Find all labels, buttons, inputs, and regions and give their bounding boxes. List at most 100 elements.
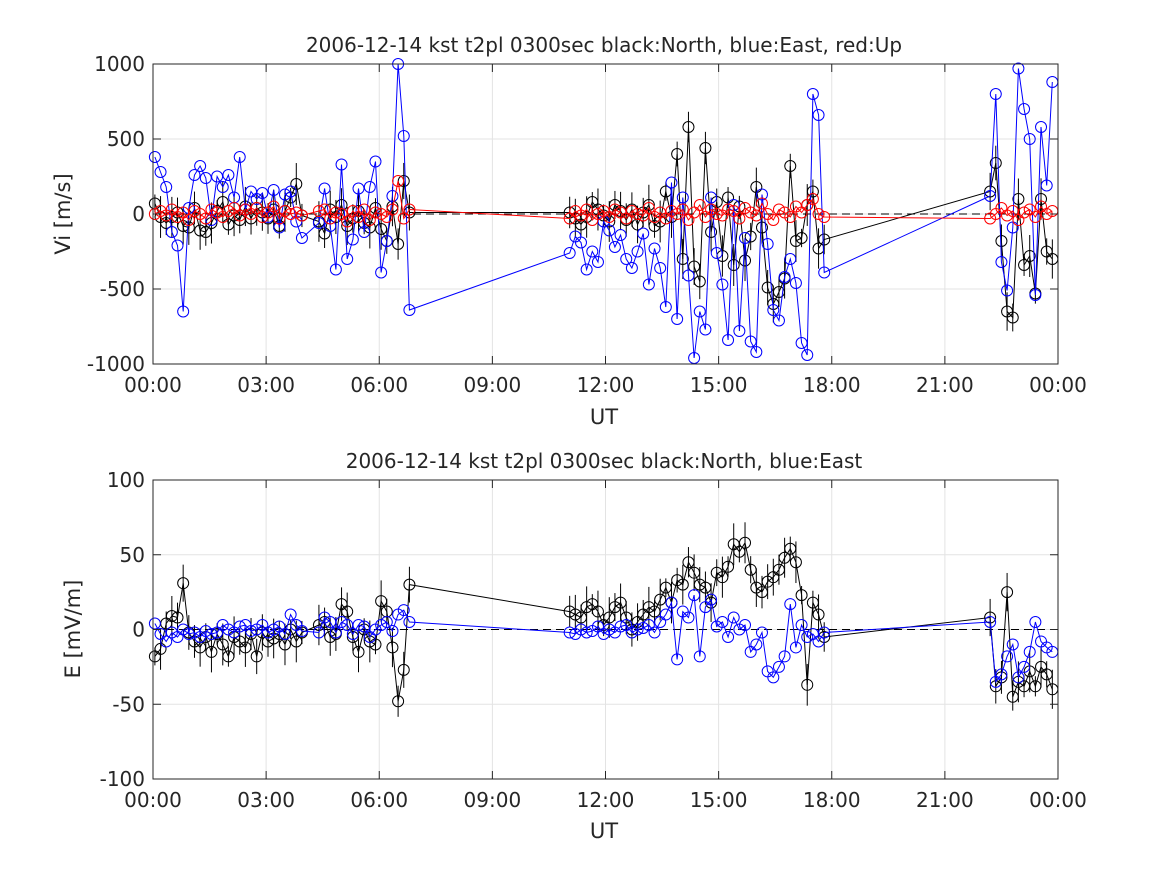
electric-field-series-east-point [984, 616, 997, 629]
ion-velocity-series-up-point [222, 205, 235, 217]
ion-velocity-x-tick-label: 15:00 [690, 373, 748, 397]
ion-velocity-series-east-point [397, 130, 410, 142]
ion-velocity-series-north-point [329, 211, 342, 223]
ion-velocity-series-up-point [1029, 211, 1042, 223]
ion-velocity-series-east-point [199, 172, 212, 184]
ion-velocity-series-east-point [563, 247, 576, 259]
electric-field-series-north-point [682, 556, 695, 569]
ion-velocity-series-up-point [750, 209, 763, 222]
ion-velocity-series-east-point [256, 187, 269, 199]
ion-velocity-series-east-point [744, 335, 757, 348]
ion-velocity-series-east-point [216, 181, 229, 193]
electric-field-series-north-point [806, 596, 819, 609]
ion-velocity-series-east-point [648, 242, 661, 255]
electric-field-series-east-point [233, 620, 246, 633]
electric-field-series-east-point [637, 622, 650, 635]
ion-velocity-series-east-point [733, 325, 746, 337]
ion-velocity-series-east-point [352, 182, 365, 195]
electric-field-series-north-point [205, 645, 218, 658]
ion-velocity-series-east-point [795, 337, 808, 349]
electric-field-series-north-point [392, 695, 405, 708]
ion-velocity-series-north-point [1023, 250, 1036, 262]
ion-velocity-x-tick-label: 00:00 [1029, 373, 1087, 397]
electric-field-series-north-point [216, 638, 229, 651]
ion-velocity-series-east-point [211, 170, 224, 183]
ion-velocity-series-east-point [188, 169, 201, 181]
electric-field-series-east-point [727, 611, 740, 624]
electric-field-series-north-point [386, 641, 399, 654]
ion-velocity-series-north-point [739, 254, 752, 267]
electric-field-series-north-point [1029, 680, 1042, 693]
electric-field-series-east-point [160, 635, 173, 648]
ion-velocity-series-east-point [620, 253, 633, 265]
ion-velocity-series-up-point [733, 212, 746, 225]
ion-velocity-series-east-point [682, 269, 695, 282]
ion-velocity-series-north-point [755, 221, 768, 234]
ion-velocity-series-north-point [199, 226, 212, 238]
ion-velocity-series-up-point [744, 206, 757, 219]
ion-velocity-series-up-point [580, 203, 593, 216]
ion-velocity-series-up-point [625, 205, 638, 217]
electric-field-y-tick-label: -100 [100, 767, 145, 791]
electric-field-series-east-point [1001, 650, 1014, 663]
electric-field-series-east-point [346, 627, 359, 640]
electric-field-series-east-point [245, 624, 258, 637]
electric-field-series-north-point [171, 611, 184, 624]
electric-field-series-east-point [801, 630, 814, 643]
electric-field-series-north-point [812, 608, 825, 621]
electric-field-series-east-point [403, 616, 416, 629]
electric-field-series-east-point [665, 596, 678, 609]
ion-velocity-x-tick-label: 18:00 [803, 373, 861, 397]
ion-velocity-series-east-point [580, 263, 593, 276]
ion-velocity-series-north-point [761, 281, 774, 294]
electric-field-series-north-point [778, 551, 791, 564]
ion-velocity-series-north-point [245, 212, 258, 225]
ion-velocity-series-up-point [676, 203, 689, 216]
electric-field-series-east-point [358, 620, 371, 633]
ion-velocity-series-east-point [403, 304, 416, 316]
ion-velocity-series-up-point [267, 200, 280, 213]
electric-field-x-tick-label: 18:00 [803, 788, 861, 812]
electric-field-series-north-point [278, 638, 291, 651]
ion-velocity-series-north-point [182, 221, 195, 234]
ion-velocity-series-up-point [784, 211, 797, 223]
electric-field-series-north-point [676, 578, 689, 591]
ion-velocity-series-north-point [194, 224, 207, 237]
ion-velocity-series-up-point [278, 205, 291, 217]
ion-velocity-series-up-point [631, 208, 644, 220]
ion-velocity-series-up-point [341, 215, 354, 228]
electric-field-series-north-point [784, 542, 797, 555]
ion-velocity-series-east-point [171, 239, 184, 252]
ion-velocity-series-east-point [278, 188, 291, 201]
ion-velocity-series-east-point [995, 256, 1008, 268]
ion-velocity-series-up-point [665, 205, 678, 217]
electric-field-series-east-point [1012, 671, 1025, 684]
ion-velocity-series-up-point [375, 208, 388, 220]
ion-velocity-series-up-point [318, 203, 331, 216]
electric-field-series-north-point [620, 611, 633, 624]
ion-velocity-series-east-point [574, 236, 587, 249]
ion-velocity-x-tick-label: 06:00 [350, 373, 408, 397]
ion-velocity-series-north-point [1006, 311, 1019, 324]
ion-velocity-series-north-point [1035, 193, 1048, 205]
electric-field-series-east-point [739, 619, 752, 632]
ion-velocity-series-east-point [750, 346, 763, 358]
ion-velocity-series-up-point [772, 203, 785, 216]
electric-field-series-north-point [352, 645, 365, 658]
electric-field-series-north-point [801, 678, 814, 691]
ion-velocity-series-up-point [205, 203, 218, 216]
ion-velocity-series-north-point [772, 286, 785, 298]
ion-velocity-series-north-point [392, 238, 405, 250]
ion-velocity-series-east-point [312, 217, 325, 229]
electric-field-series-east-point [705, 593, 718, 606]
ion-velocity-series-east-point [665, 176, 678, 189]
ion-velocity-series-east-point [614, 229, 627, 241]
electric-field-series-north-point [739, 536, 752, 549]
ion-velocity-series-east-point [676, 191, 689, 204]
ion-velocity-series-east-point [375, 266, 388, 279]
electric-field-series-north-point [569, 608, 582, 621]
ion-velocity-series-up-point [284, 208, 297, 220]
electric-field-x-tick-label: 03:00 [237, 788, 295, 812]
electric-field-series-east-point [682, 611, 695, 624]
electric-field-series-north-point [699, 581, 712, 594]
